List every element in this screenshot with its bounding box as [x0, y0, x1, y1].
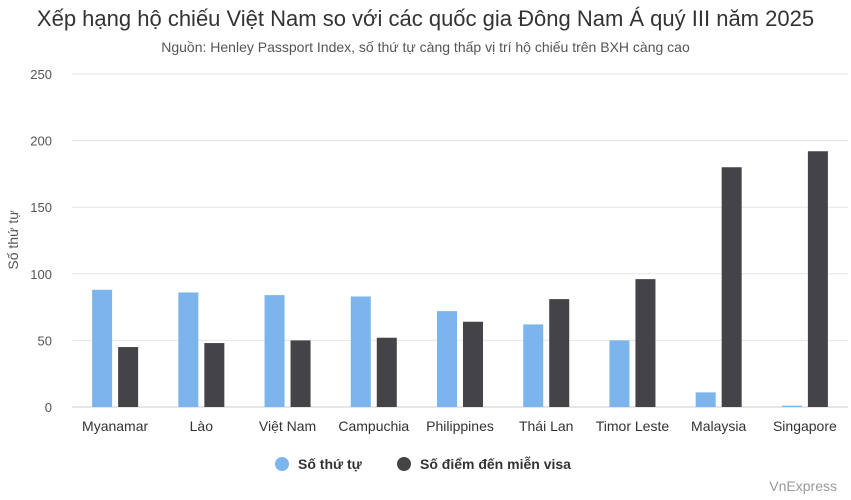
y-tick-label: 0	[45, 400, 52, 415]
bar-so-thu-tu[interactable]	[523, 324, 544, 407]
y-tick-label: 200	[30, 134, 52, 149]
chart-subtitle: Nguồn: Henley Passport Index, số thứ tự …	[161, 39, 690, 55]
bar-so-diem-den[interactable]	[290, 340, 311, 407]
bar-so-thu-tu[interactable]	[781, 405, 802, 407]
bar-so-diem-den[interactable]	[721, 167, 742, 407]
legend-item-label[interactable]: Số thứ tự	[298, 456, 363, 472]
credit-text: VnExpress	[769, 478, 837, 494]
chart-title: Xếp hạng hộ chiếu Việt Nam so với các qu…	[36, 6, 815, 31]
x-category-label: Malaysia	[691, 418, 746, 434]
bar-so-diem-den[interactable]	[549, 299, 570, 407]
bar-so-diem-den[interactable]	[807, 151, 828, 407]
legend[interactable]: Số thứ tự Số điểm đến miễn visa	[275, 456, 571, 472]
bars	[92, 151, 828, 407]
bar-so-thu-tu[interactable]	[178, 292, 199, 407]
x-category-label: Myanamar	[82, 418, 148, 434]
y-axis-label: Số thứ tự	[5, 210, 21, 269]
x-category-label: Lào	[190, 418, 214, 434]
legend-marker	[275, 457, 289, 471]
bar-so-thu-tu[interactable]	[437, 311, 457, 407]
bar-so-thu-tu[interactable]	[695, 392, 716, 407]
y-tick-label: 150	[30, 200, 52, 215]
bar-so-thu-tu[interactable]	[264, 295, 285, 407]
gridlines	[72, 73, 848, 408]
x-category-label: Campuchia	[338, 418, 409, 434]
y-tick-label: 50	[38, 333, 52, 348]
x-category-label: Timor Leste	[596, 418, 670, 434]
legend-item-label[interactable]: Số điểm đến miễn visa	[420, 456, 571, 472]
bar-so-diem-den[interactable]	[118, 347, 139, 407]
x-axis-categories: Myanamar Lào Việt Nam Campuchia Philippines T…	[82, 418, 837, 434]
x-category-label: Việt Nam	[259, 418, 316, 434]
bar-so-diem-den[interactable]	[463, 321, 483, 407]
legend-marker	[397, 457, 411, 471]
x-category-label: Singapore	[773, 418, 837, 434]
bar-so-thu-tu[interactable]	[609, 340, 630, 407]
bar-so-diem-den[interactable]	[635, 279, 656, 407]
y-tick-label: 100	[30, 267, 52, 282]
bar-so-diem-den[interactable]	[204, 343, 225, 407]
bar-so-thu-tu[interactable]	[350, 296, 371, 407]
y-axis-ticks: 0 50 100 150 200 250	[30, 67, 52, 415]
bar-so-thu-tu[interactable]	[92, 289, 113, 407]
y-tick-label: 250	[30, 67, 52, 82]
x-category-label: Thái Lan	[519, 418, 573, 434]
bar-so-diem-den[interactable]	[376, 337, 397, 407]
x-category-label: Philippines	[426, 418, 494, 434]
